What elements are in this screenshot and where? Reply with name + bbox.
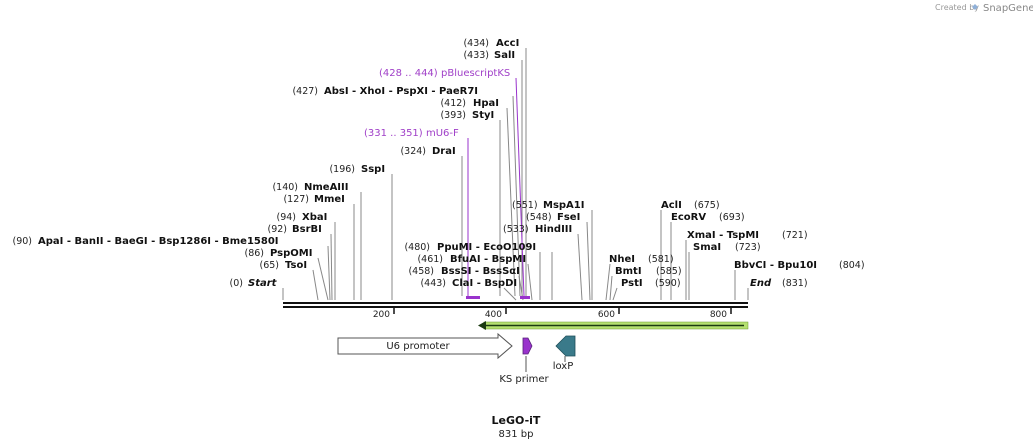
tick-label: 400 bbox=[485, 310, 502, 320]
primer-labels: (428 .. 444) pBluescriptKS (331 .. 351) … bbox=[364, 68, 510, 139]
snapgene-logo bbox=[972, 4, 978, 10]
end-pos: (831) bbox=[782, 278, 808, 289]
enzyme-pos: (94) bbox=[276, 212, 296, 223]
tick-label: 800 bbox=[710, 310, 727, 320]
enzyme-name: AbsI - XhoI - PspXI - PaeR7I bbox=[324, 86, 478, 97]
primer-name: pBluescriptKS bbox=[441, 68, 510, 79]
enzyme-name: SmaI bbox=[693, 242, 721, 253]
primer-bars bbox=[466, 296, 530, 299]
backbone bbox=[283, 302, 748, 308]
enzyme-name: BfuAI - BspMI bbox=[450, 254, 526, 265]
enzyme-name: NheI bbox=[609, 254, 635, 265]
feature-label: loxP bbox=[553, 361, 574, 372]
enzyme-pos: (461) bbox=[417, 254, 443, 265]
feature-ks-primer: KS primer bbox=[499, 337, 550, 385]
enzyme-pos: (140) bbox=[272, 182, 298, 193]
enzyme-name: XbaI bbox=[302, 212, 327, 223]
enzyme-name: AclI bbox=[661, 200, 682, 211]
enzyme-pos: (433) bbox=[463, 50, 489, 61]
tick-label: 600 bbox=[598, 310, 615, 320]
cut-site-lines bbox=[282, 48, 749, 301]
enzyme-name: FseI bbox=[557, 212, 580, 223]
enzyme-name: AccI bbox=[496, 38, 519, 49]
enzyme-pos: (434) bbox=[463, 38, 489, 49]
tick-label: 200 bbox=[373, 310, 390, 320]
enzyme-name: SalI bbox=[494, 50, 515, 61]
enzyme-pos: (458) bbox=[408, 266, 434, 277]
map-length: 831 bp bbox=[499, 429, 534, 440]
enzyme-name: XmaI - TspMI bbox=[687, 230, 759, 241]
primer-range: (428 .. 444) bbox=[379, 68, 438, 79]
enzyme-pos: (585) bbox=[656, 266, 682, 277]
end-label: End bbox=[750, 278, 772, 289]
enzyme-name: MmeI bbox=[314, 194, 345, 205]
enzyme-pos: (412) bbox=[440, 98, 466, 109]
feature-label: U6 promoter bbox=[386, 341, 450, 352]
watermark-brand: SnapGene bbox=[983, 3, 1033, 14]
primer-lines bbox=[467, 77, 525, 297]
enzyme-pos: (675) bbox=[694, 200, 720, 211]
enzyme-name: BbvCI - Bpu10I bbox=[734, 260, 817, 271]
enzyme-name: BsrBI bbox=[292, 224, 322, 235]
enzyme-name: EcoRV bbox=[671, 212, 706, 223]
enzyme-name: MspA1I bbox=[543, 200, 584, 211]
feature-label: KS primer bbox=[499, 374, 549, 385]
enzyme-name: BmtI bbox=[615, 266, 642, 277]
enzyme-pos: (86) bbox=[244, 248, 264, 259]
enzyme-pos: (590) bbox=[655, 278, 681, 289]
start-label: Start bbox=[248, 278, 278, 289]
enzyme-pos: (393) bbox=[440, 110, 466, 121]
enzyme-pos: (90) bbox=[12, 236, 32, 247]
ruler-ticks: 200 400 600 800 bbox=[373, 308, 732, 320]
enzyme-pos: (581) bbox=[648, 254, 674, 265]
feature-u6-promoter: U6 promoter bbox=[337, 332, 513, 360]
primer-name: mU6-F bbox=[426, 128, 459, 139]
enzyme-pos: (693) bbox=[719, 212, 745, 223]
enzyme-name: BssSI - BssSαI bbox=[441, 266, 520, 277]
enzyme-name: TsoI bbox=[285, 260, 307, 271]
enzyme-name: ApaI - BanII - BaeGI - Bsp1286I - Bme158… bbox=[38, 236, 279, 247]
enzyme-pos: (92) bbox=[267, 224, 287, 235]
enzyme-pos: (548) bbox=[526, 212, 552, 223]
enzyme-pos: (533) bbox=[503, 224, 529, 235]
enzyme-pos: (427) bbox=[292, 86, 318, 97]
enzyme-labels-right: (551) MspA1I (548) FseI (533) HindIII Nh… bbox=[503, 200, 865, 289]
enzyme-name: StyI bbox=[472, 110, 494, 121]
enzyme-name: PspOMI bbox=[270, 248, 312, 259]
map-title: LeGO-iT bbox=[492, 414, 541, 427]
enzyme-pos: (721) bbox=[782, 230, 808, 241]
enzyme-pos: (196) bbox=[329, 164, 355, 175]
enzyme-name: ClaI - BspDI bbox=[452, 278, 517, 289]
enzyme-pos: (65) bbox=[259, 260, 279, 271]
watermark-prefix: Created by bbox=[935, 3, 979, 12]
orf-arrow bbox=[478, 321, 749, 330]
enzyme-pos: (480) bbox=[404, 242, 430, 253]
enzyme-name: HindIII bbox=[535, 224, 572, 235]
enzyme-labels-left: (434) AccI (433) SalI (427) AbsI - XhoI … bbox=[12, 38, 536, 289]
enzyme-name: SspI bbox=[361, 164, 385, 175]
enzyme-pos: (127) bbox=[283, 194, 309, 205]
feature-loxp: loxP bbox=[553, 335, 576, 372]
enzyme-name: HpaI bbox=[473, 98, 499, 109]
enzyme-pos: (723) bbox=[735, 242, 761, 253]
enzyme-name: PpuMI - EcoO109I bbox=[437, 242, 536, 253]
enzyme-name: PstI bbox=[621, 278, 643, 289]
primer-range: (331 .. 351) bbox=[364, 128, 423, 139]
start-pos: (0) bbox=[230, 278, 243, 289]
enzyme-name: DraI bbox=[432, 146, 456, 157]
enzyme-pos: (324) bbox=[400, 146, 426, 157]
enzyme-pos: (443) bbox=[420, 278, 446, 289]
enzyme-pos: (551) bbox=[512, 200, 538, 211]
enzyme-name: NmeAIII bbox=[304, 182, 348, 193]
enzyme-pos: (804) bbox=[839, 260, 865, 271]
